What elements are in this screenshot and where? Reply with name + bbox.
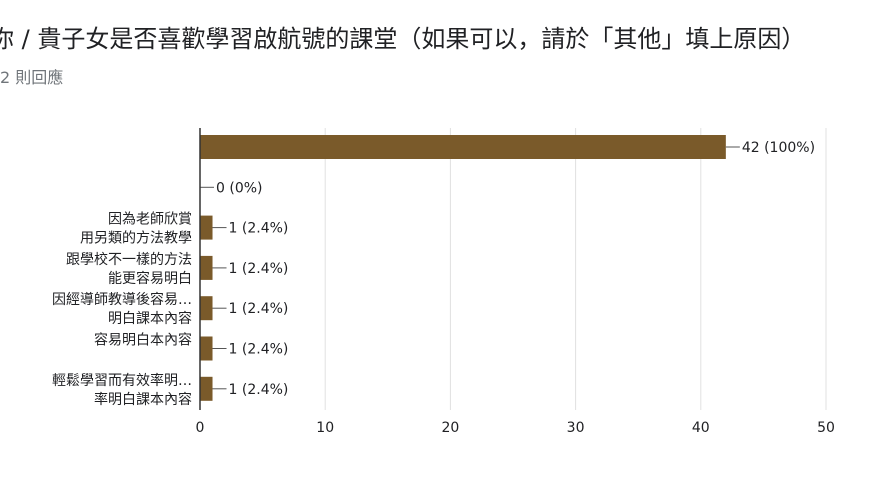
bar-5 [200,336,213,361]
category-label-2-line1: 因為老師欣賞 [108,212,192,228]
category-label-4-line2: 明白課本內容 [108,310,192,327]
x-tick-label-0: 0 [196,420,205,436]
x-tick-label-3: 30 [567,420,585,436]
response-count: 2 則回應 [0,68,64,87]
value-label-2: 1 (2.4%) [229,221,289,237]
question-title: 你 / 貴子女是否喜歡學習啟航號的課堂（如果可以，請於「其他」填上原因） [0,25,806,53]
x-tick-label-2: 20 [441,420,459,436]
value-label-4: 1 (2.4%) [229,301,289,317]
bar-3 [200,255,213,280]
bar-0 [200,135,726,159]
bar-2 [200,215,213,240]
bar-4 [200,296,213,321]
x-tick-label-4: 40 [692,420,710,436]
value-label-3: 1 (2.4%) [229,261,289,277]
category-label-2-line2: 用另類的方法教學 [80,231,192,247]
value-label-6: 1 (2.4%) [229,382,289,398]
category-label-6-line2: 率明白課本內容 [94,391,192,408]
category-label-4-line1: 因經導師教導後容易… [52,291,192,308]
x-tick-label-5: 50 [817,420,835,436]
value-label-5: 1 (2.4%) [229,342,289,358]
value-label-1: 0 (0%) [216,180,263,196]
category-label-3-line2: 能更容易明白 [108,270,192,287]
category-label-6-line1: 輕鬆學習而有效率明… [52,372,192,389]
x-tick-label-1: 10 [316,420,334,436]
category-label-5-line1: 容易明白本內容 [94,332,192,349]
value-label-0: 42 (100%) [742,140,815,156]
bar-6 [200,376,213,401]
category-label-3-line1: 跟學校不一樣的方法 [66,251,192,268]
